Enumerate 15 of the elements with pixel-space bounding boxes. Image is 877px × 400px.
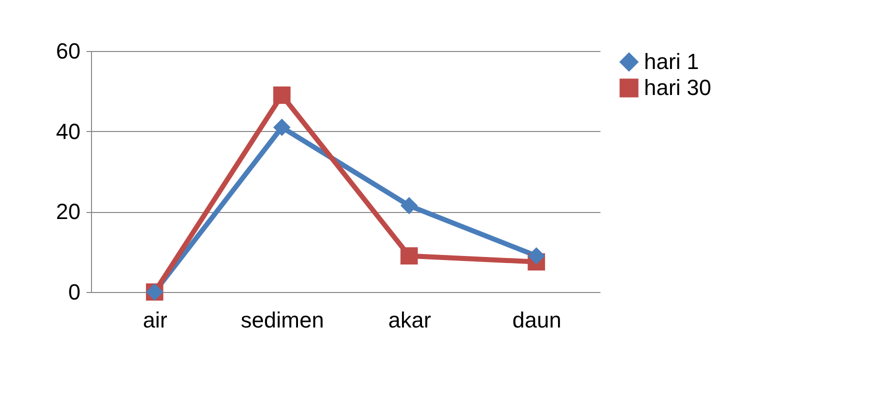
y-tick-label: 0	[68, 280, 80, 304]
x-tick-label: air	[142, 308, 168, 332]
point	[528, 247, 546, 265]
y-tick-label: 20	[56, 199, 80, 224]
legend-label: hari 1	[644, 49, 700, 74]
point	[273, 86, 291, 104]
x-tick-label: akar	[388, 308, 432, 332]
legend-label: hari 30	[644, 75, 712, 100]
point	[273, 118, 291, 136]
x-tick-label: daun	[512, 308, 562, 332]
point	[400, 196, 418, 214]
x-tick-label: sedimen	[240, 308, 324, 332]
y-tick-label: 40	[56, 118, 80, 144]
point	[400, 247, 418, 265]
y-tick-label: 60	[56, 38, 80, 64]
